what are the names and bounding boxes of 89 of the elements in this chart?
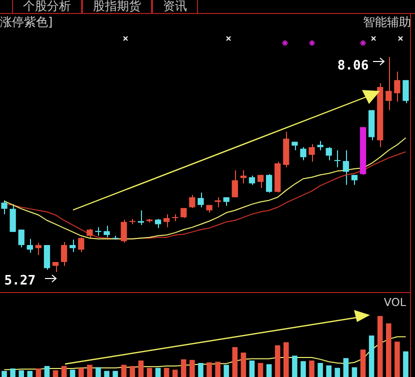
- bar: [215, 362, 220, 377]
- text: 个股分析: [12, 0, 82, 13]
- candlestick: [232, 170, 238, 198]
- text: 资讯: [152, 0, 198, 13]
- text: 股指期货: [82, 0, 152, 13]
- bar: [146, 368, 152, 377]
- bar: [18, 370, 24, 377]
- bar: [386, 323, 392, 377]
- candlestick: [120, 219, 127, 244]
- bar: [36, 368, 42, 377]
- bar: [326, 365, 332, 377]
- text: 涨停紫色]: [0, 15, 53, 29]
- candlestick: [180, 208, 187, 219]
- bar: [377, 316, 383, 377]
- bar: [318, 362, 323, 377]
- bar: [309, 360, 314, 377]
- bar: [130, 366, 136, 377]
- candlestick: [86, 228, 93, 239]
- candlestick: [35, 242, 42, 256]
- bar: [266, 364, 272, 377]
- bar: [190, 360, 195, 377]
- bar: [2, 370, 7, 377]
- bar: [44, 366, 50, 377]
- bar: [352, 367, 358, 377]
- bar: [258, 362, 264, 377]
- bar: [368, 336, 374, 377]
- candlestick: [104, 225, 110, 238]
- bar: [284, 342, 289, 377]
- candlestick: [334, 150, 340, 168]
- bar: [172, 370, 178, 377]
- bar: [232, 347, 238, 377]
- bar: [10, 368, 16, 377]
- chart-title: VOL: [384, 296, 406, 309]
- bar: [240, 352, 246, 377]
- candlestick: [154, 218, 162, 229]
- bar: [121, 364, 126, 377]
- candlestick: [248, 175, 256, 186]
- candlestick: [386, 56, 392, 111]
- candlestick: [70, 239, 76, 252]
- bar: [249, 360, 255, 377]
- bar: [104, 370, 110, 377]
- bar: [394, 342, 400, 377]
- candlestick: [308, 144, 315, 162]
- bar: [403, 351, 408, 377]
- bar: [300, 361, 306, 377]
- candlestick: [394, 71, 400, 102]
- candlestick: [60, 241, 68, 266]
- candlestick: [26, 238, 33, 254]
- candlestick: [18, 229, 24, 248]
- bar: [52, 370, 58, 377]
- candlestick: [198, 192, 204, 208]
- candlestick: [214, 196, 221, 208]
- candlestick: [10, 204, 16, 232]
- candlestick: [1, 200, 8, 215]
- candlestick: [189, 194, 196, 209]
- bar: [164, 368, 170, 377]
- text: 智能辅助: [363, 15, 411, 29]
- candlestick: [44, 244, 50, 270]
- annotation: 8.06: [337, 58, 369, 74]
- text: 5.27: [4, 273, 36, 288]
- bar: [70, 370, 76, 377]
- bar: [78, 368, 84, 377]
- bar: [155, 368, 161, 377]
- bar: [360, 350, 366, 377]
- bar: [274, 345, 280, 377]
- candlestick: [138, 210, 144, 226]
- bar: [198, 362, 204, 377]
- candlestick: [78, 236, 84, 252]
- bar: [292, 356, 298, 377]
- candlestick: [266, 174, 272, 194]
- bar: [206, 362, 212, 377]
- bar: [61, 366, 67, 377]
- candlestick: [240, 170, 247, 184]
- candlestick: [326, 146, 332, 161]
- bar: [27, 370, 33, 377]
- bar: [138, 360, 144, 377]
- bar: [96, 367, 101, 377]
- candlestick: [317, 140, 324, 151]
- bar: [87, 364, 92, 377]
- candlestick: [257, 174, 264, 189]
- candlestick: [342, 150, 350, 186]
- candlestick: [402, 80, 409, 104]
- candlestick: [163, 214, 170, 228]
- candlestick: [300, 146, 306, 161]
- bar: [112, 370, 118, 377]
- bar: [334, 368, 340, 377]
- bar: [181, 359, 186, 377]
- bar: [224, 364, 229, 377]
- bar: [343, 358, 349, 377]
